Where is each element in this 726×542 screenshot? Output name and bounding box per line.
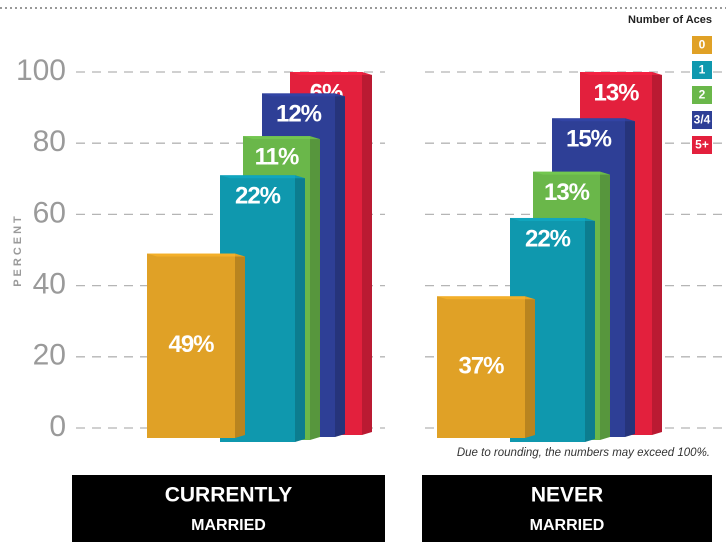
y-tick-label: 80 (33, 125, 66, 158)
legend-swatch (692, 86, 712, 104)
legend-label: 1 (699, 63, 706, 77)
bar-top (220, 175, 305, 179)
bar-front (147, 253, 235, 438)
bar-side (335, 93, 345, 438)
value-label: 13% (593, 79, 639, 106)
category-label: NEVER (531, 484, 603, 507)
bar-top (290, 72, 372, 75)
y-tick-label: 20 (33, 339, 66, 372)
bar-side (652, 72, 662, 435)
bar-top (147, 253, 245, 257)
y-tick-label: 60 (33, 196, 66, 229)
bar-side (625, 118, 635, 437)
value-label: 22% (235, 183, 281, 210)
y-axis-label: PERCENT (12, 213, 24, 287)
note: Due to rounding, the numbers may exceed … (457, 447, 710, 459)
legend-swatch (692, 61, 712, 79)
bar (147, 253, 245, 438)
value-label: 37% (458, 352, 504, 379)
legend-swatch (692, 111, 712, 129)
bar-side (600, 171, 610, 440)
bar-side (362, 72, 372, 435)
bar-top (533, 171, 610, 175)
bar (437, 296, 535, 438)
legend-title: Number of Aces (628, 14, 712, 26)
y-tick-label: 40 (33, 268, 66, 301)
y-tick-label: 100 (16, 54, 66, 87)
value-label: 49% (168, 331, 214, 358)
value-label: 15% (566, 126, 612, 153)
bar-top (510, 217, 595, 221)
legend-swatch (692, 136, 712, 154)
bar-top (262, 93, 345, 97)
category-box (422, 475, 712, 542)
bar-top (243, 136, 320, 140)
bar-side (295, 175, 305, 443)
value-label: 22% (525, 225, 571, 252)
bar-top (552, 118, 635, 122)
value-label: 12% (276, 101, 322, 128)
bar-front (437, 296, 525, 438)
bar-top (580, 72, 662, 75)
legend-swatch (692, 36, 712, 54)
value-label: 11% (255, 143, 299, 170)
legend-label: 3/4 (694, 113, 711, 127)
value-label: 13% (544, 179, 590, 206)
category-box (72, 475, 385, 542)
category-subtitle: MARRIED (530, 517, 605, 534)
legend-label: 2 (699, 88, 706, 102)
bar-top (437, 296, 535, 300)
legend-label: 5+ (695, 138, 709, 152)
bar-side (310, 136, 320, 440)
bar-side (525, 296, 535, 438)
legend-label: 0 (699, 38, 706, 52)
bar-side (235, 253, 245, 438)
bar (510, 217, 595, 442)
category-label: CURRENTLY (165, 484, 293, 507)
y-tick-label: 0 (49, 410, 66, 443)
category-subtitle: MARRIED (191, 517, 266, 534)
bar-side (585, 217, 595, 442)
